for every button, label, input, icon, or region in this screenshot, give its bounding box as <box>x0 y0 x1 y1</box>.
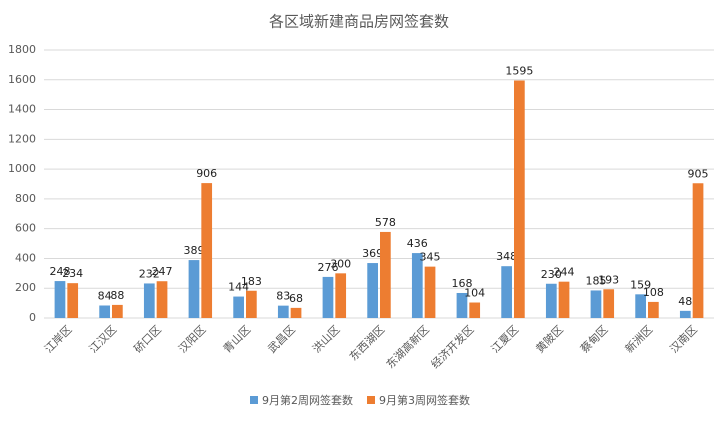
bar <box>380 231 391 318</box>
data-label: 159 <box>630 278 651 291</box>
bar <box>201 183 213 318</box>
bar <box>367 263 378 318</box>
data-label: 84 <box>98 289 112 302</box>
bar <box>469 302 481 318</box>
bar <box>514 80 525 319</box>
y-tick-label: 1600 <box>8 73 36 86</box>
bar <box>424 266 436 318</box>
y-tick-label: 800 <box>15 192 36 205</box>
data-label: 345 <box>420 251 441 264</box>
bar <box>143 283 155 318</box>
data-label: 369 <box>362 247 383 260</box>
data-label: 436 <box>407 237 428 250</box>
bar <box>501 266 512 318</box>
legend-swatch <box>367 396 375 404</box>
bar <box>188 260 200 318</box>
data-label: 300 <box>330 257 351 270</box>
chart-title: 各区域新建商品房网签套数 <box>269 13 449 31</box>
bar <box>67 283 79 318</box>
data-label: 230 <box>541 268 562 281</box>
legend-label: 9月第2周网签套数 <box>262 393 353 407</box>
bar <box>456 292 468 318</box>
bar <box>648 301 659 318</box>
bar <box>679 310 691 318</box>
data-label: 83 <box>276 290 290 303</box>
bar <box>277 305 289 318</box>
bar <box>692 183 704 318</box>
y-tick-label: 1800 <box>8 43 36 56</box>
data-label: 183 <box>241 275 262 288</box>
data-label: 88 <box>110 289 124 302</box>
bar <box>290 307 302 318</box>
legend-swatch <box>250 396 258 404</box>
bar <box>322 276 334 318</box>
data-label: 248 <box>49 265 70 278</box>
y-tick-label: 200 <box>15 281 36 294</box>
data-label: 234 <box>62 267 83 280</box>
data-label: 276 <box>317 261 338 274</box>
data-label: 244 <box>554 266 575 279</box>
data-label: 232 <box>139 267 160 280</box>
data-label: 348 <box>496 250 517 263</box>
data-label: 1595 <box>505 65 533 78</box>
data-label: 108 <box>643 286 664 299</box>
bar <box>545 283 557 318</box>
data-label: 48 <box>678 295 692 308</box>
y-tick-label: 600 <box>15 222 36 235</box>
data-label: 389 <box>183 244 204 257</box>
bar <box>635 294 646 318</box>
bar <box>54 281 66 318</box>
y-tick-label: 1000 <box>8 162 36 175</box>
bar <box>156 281 168 318</box>
data-label: 68 <box>289 292 303 305</box>
y-tick-label: 1400 <box>8 103 36 116</box>
data-label: 185 <box>585 274 606 287</box>
bar <box>335 273 347 318</box>
legend-label: 9月第3周网签套数 <box>379 393 470 407</box>
bar <box>411 253 423 318</box>
y-tick-label: 1200 <box>8 132 36 145</box>
data-label: 247 <box>152 265 173 278</box>
bar <box>590 290 602 318</box>
y-tick-label: 0 <box>29 311 36 324</box>
data-label: 905 <box>688 167 709 180</box>
bar <box>112 304 123 318</box>
bar <box>246 290 257 318</box>
bar <box>558 281 570 318</box>
data-label: 144 <box>228 281 249 294</box>
bar <box>233 296 244 318</box>
bar <box>603 289 615 318</box>
data-label: 104 <box>464 287 485 300</box>
data-label: 578 <box>375 216 396 229</box>
data-label: 906 <box>196 167 217 180</box>
bar <box>99 305 110 318</box>
y-tick-label: 400 <box>15 251 36 264</box>
data-label: 193 <box>598 273 619 286</box>
data-label: 168 <box>451 277 472 290</box>
